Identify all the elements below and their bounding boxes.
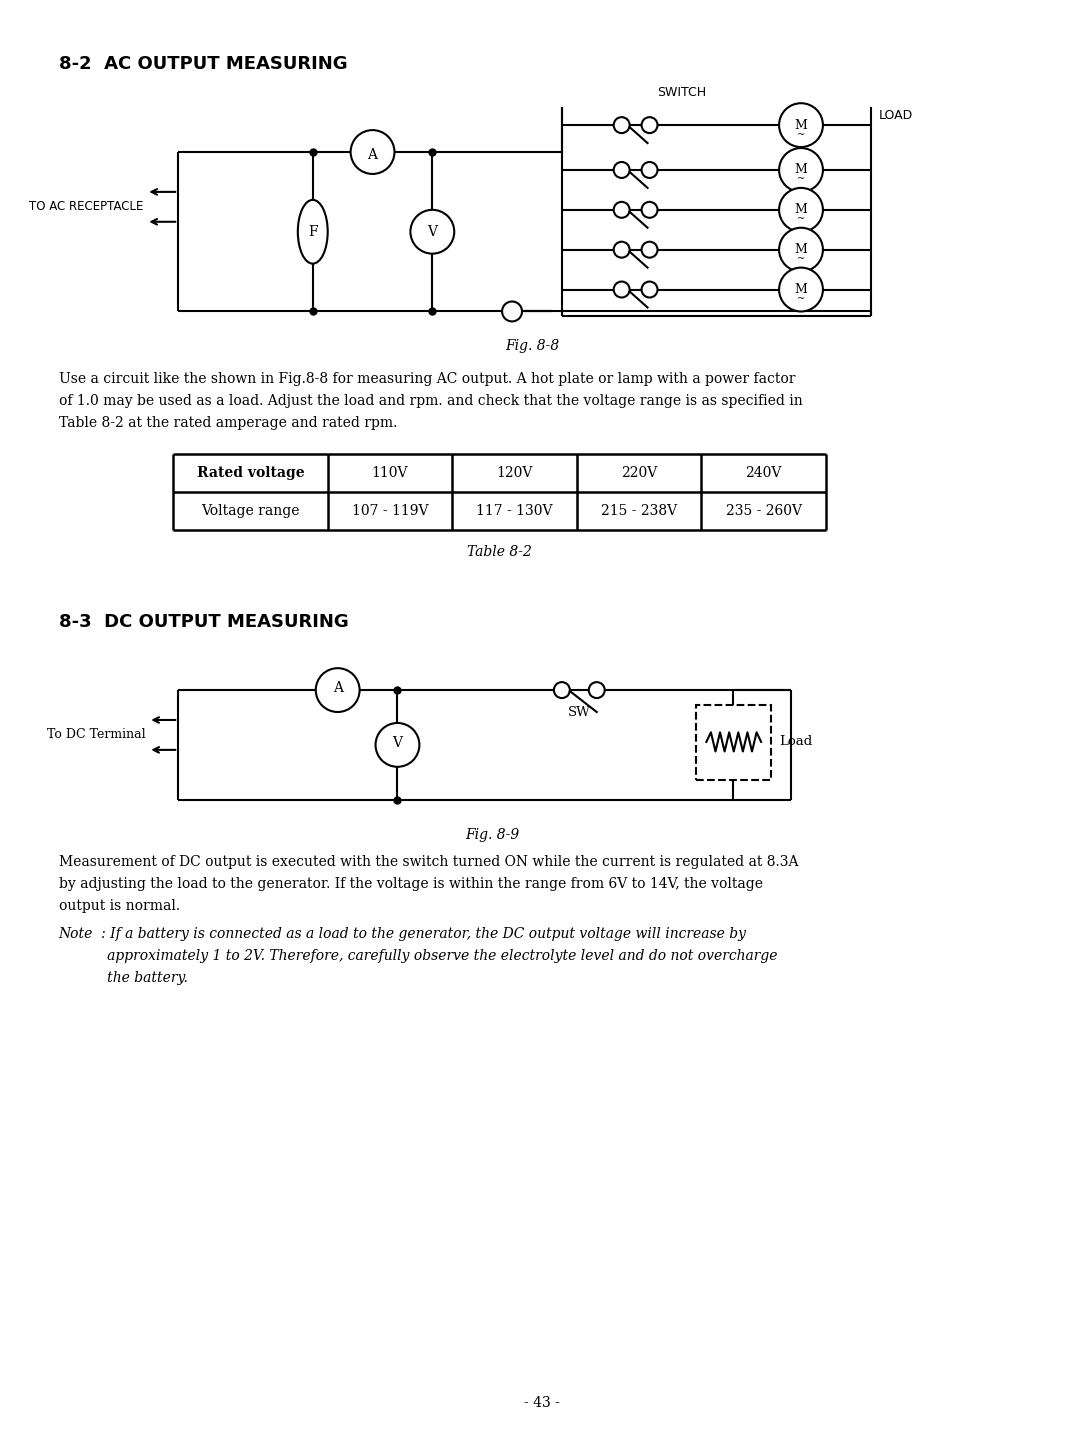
Circle shape: [779, 268, 823, 311]
Text: V: V: [392, 736, 403, 750]
Circle shape: [613, 202, 630, 218]
Text: SWITCH: SWITCH: [657, 86, 706, 99]
Text: M: M: [795, 243, 808, 256]
Text: TO AC RECEPTACLE: TO AC RECEPTACLE: [29, 200, 144, 213]
Text: 220V: 220V: [621, 465, 658, 480]
Text: Load: Load: [779, 736, 812, 749]
Text: the battery.: the battery.: [58, 971, 188, 985]
Circle shape: [410, 211, 455, 253]
Text: M: M: [795, 284, 808, 296]
Text: of 1.0 may be used as a load. Adjust the load and rpm. and check that the voltag: of 1.0 may be used as a load. Adjust the…: [58, 394, 802, 408]
Text: V: V: [428, 225, 437, 239]
Circle shape: [779, 188, 823, 232]
Circle shape: [642, 202, 658, 218]
Circle shape: [502, 302, 522, 321]
Circle shape: [376, 723, 419, 766]
Text: M: M: [795, 163, 808, 176]
Text: Note  : If a battery is connected as a load to the generator, the DC output volt: Note : If a battery is connected as a lo…: [58, 927, 746, 941]
Circle shape: [642, 282, 658, 298]
Text: 240V: 240V: [745, 465, 782, 480]
Text: - 43 -: - 43 -: [524, 1396, 559, 1409]
Text: A: A: [367, 147, 378, 162]
Text: SW: SW: [567, 706, 590, 719]
Circle shape: [613, 282, 630, 298]
Ellipse shape: [298, 200, 327, 263]
Text: 8-3  DC OUTPUT MEASURING: 8-3 DC OUTPUT MEASURING: [58, 613, 349, 632]
Circle shape: [613, 117, 630, 133]
Text: Table 8-2 at the rated amperage and rated rpm.: Table 8-2 at the rated amperage and rate…: [58, 417, 397, 430]
Text: output is normal.: output is normal.: [58, 899, 179, 914]
Text: 110V: 110V: [372, 465, 408, 480]
Text: 215 - 238V: 215 - 238V: [602, 504, 677, 518]
Text: A: A: [333, 682, 342, 695]
Text: F: F: [308, 225, 318, 239]
Text: 120V: 120V: [497, 465, 532, 480]
Text: 235 - 260V: 235 - 260V: [726, 504, 801, 518]
Circle shape: [315, 669, 360, 712]
Text: Table 8-2: Table 8-2: [468, 544, 532, 558]
Text: To DC Terminal: To DC Terminal: [46, 729, 146, 742]
Text: approximately 1 to 2V. Therefore, carefully observe the electrolyte level and do: approximately 1 to 2V. Therefore, carefu…: [58, 949, 778, 964]
Circle shape: [642, 162, 658, 178]
Circle shape: [642, 117, 658, 133]
Circle shape: [613, 162, 630, 178]
Text: 107 - 119V: 107 - 119V: [352, 504, 429, 518]
Text: Voltage range: Voltage range: [201, 504, 300, 518]
Circle shape: [613, 242, 630, 258]
Text: ~: ~: [797, 215, 805, 223]
Circle shape: [779, 228, 823, 272]
Text: ~: ~: [797, 175, 805, 183]
Circle shape: [351, 130, 394, 173]
Text: ~: ~: [797, 253, 805, 263]
Text: ~: ~: [797, 294, 805, 304]
Circle shape: [554, 682, 570, 697]
Text: Fig. 8-8: Fig. 8-8: [504, 339, 559, 354]
Circle shape: [779, 147, 823, 192]
Text: by adjusting the load to the generator. If the voltage is within the range from : by adjusting the load to the generator. …: [58, 878, 762, 891]
Circle shape: [779, 103, 823, 147]
Circle shape: [589, 682, 605, 697]
Text: Measurement of DC output is executed with the switch turned ON while the current: Measurement of DC output is executed wit…: [58, 855, 798, 869]
Text: Rated voltage: Rated voltage: [197, 465, 305, 480]
Bar: [697, 705, 771, 780]
Text: M: M: [795, 203, 808, 216]
Text: ~: ~: [797, 129, 805, 139]
Text: M: M: [795, 119, 808, 132]
Text: 117 - 130V: 117 - 130V: [476, 504, 553, 518]
Text: Fig. 8-9: Fig. 8-9: [465, 828, 519, 842]
Text: Use a circuit like the shown in Fig.8-8 for measuring AC output. A hot plate or : Use a circuit like the shown in Fig.8-8 …: [58, 372, 795, 387]
Text: 8-2  AC OUTPUT MEASURING: 8-2 AC OUTPUT MEASURING: [58, 56, 348, 73]
Circle shape: [642, 242, 658, 258]
Text: LOAD: LOAD: [879, 109, 913, 122]
